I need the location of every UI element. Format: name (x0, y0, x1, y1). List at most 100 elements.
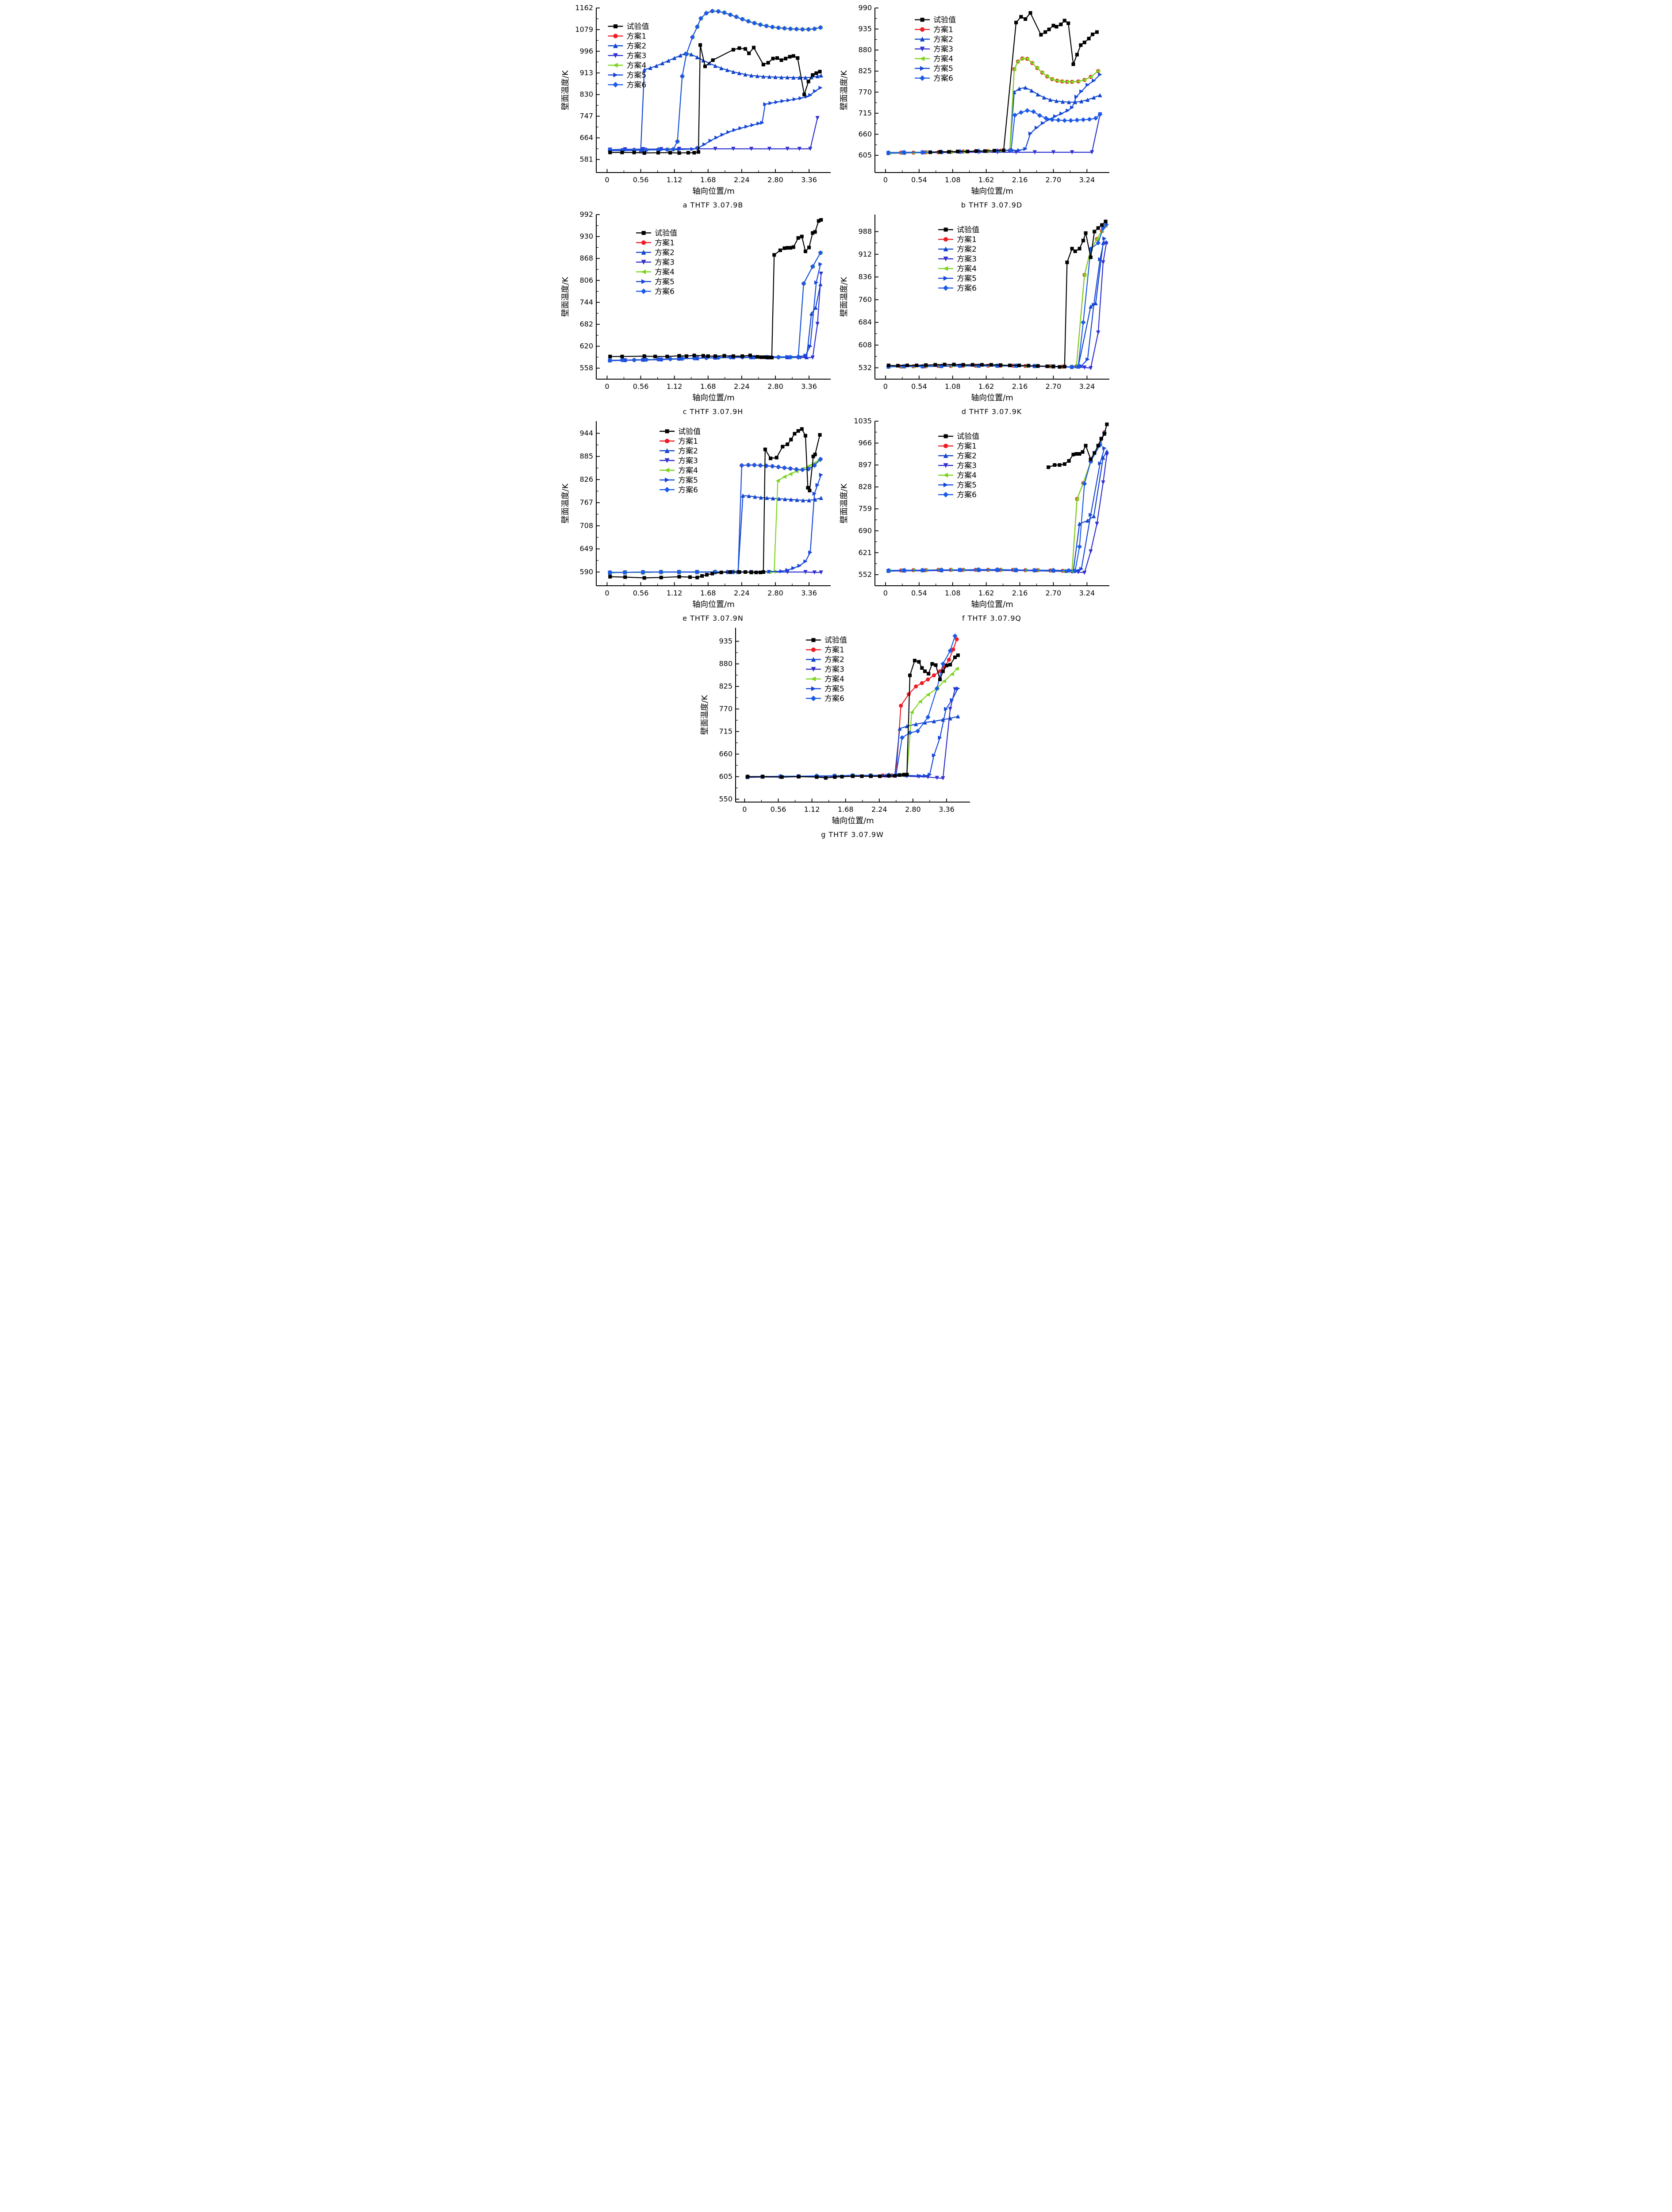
chart-f-thtf-3079q: 552 621 690 759 828 897 966 1035 0 0.54 1.08 1.62 2.… (836, 416, 1115, 622)
series-方案6 (886, 222, 1109, 369)
legend-label: 方案4 (627, 61, 647, 70)
y-tick-label: 996 (579, 47, 593, 55)
y-tick-label: 620 (579, 342, 593, 350)
y-tick-label: 621 (858, 548, 872, 557)
series-方案3 (886, 241, 1108, 370)
series-方案5 (886, 72, 1102, 155)
series-group (745, 633, 960, 781)
series-试验值 (1047, 422, 1109, 469)
x-tick-label: 1.12 (667, 176, 683, 184)
legend-label: 方案3 (957, 255, 977, 264)
x-axis-label: 轴向位置/m (971, 187, 1013, 196)
legend-label: 方案4 (957, 265, 977, 273)
x-tick-label: 0.54 (911, 382, 927, 391)
legend-label: 方案2 (957, 452, 977, 461)
series-group (886, 219, 1109, 370)
x-tick-label: 0 (742, 805, 747, 814)
y-axis-label: 壁面温度/K (561, 70, 570, 110)
x-tick-label: 0 (883, 589, 888, 597)
chart-canvas-e: 590 649 708 767 826 885 944 0 0.56 1.12 1.68 2.24 2.… (561, 421, 831, 609)
y-tick-label: 1162 (575, 4, 593, 12)
y-axis-label: 壁面温度/K (840, 276, 849, 317)
series-group (607, 8, 823, 155)
x-tick-label: 0.56 (633, 589, 649, 597)
x-tick-label: 0 (605, 176, 609, 184)
axes: 605 660 715 770 825 880 935 990 0 0.54 1.08 1.62 2.1… (858, 4, 1109, 184)
y-tick-label: 532 (858, 363, 872, 372)
series-方案4 (745, 667, 959, 780)
series-试验值 (886, 219, 1108, 369)
y-tick-label: 552 (858, 570, 872, 579)
legend-label: 方案6 (655, 287, 675, 296)
series-方案6 (607, 8, 823, 153)
x-tick-label: 3.24 (1079, 382, 1095, 391)
series-group (886, 422, 1109, 575)
y-tick-label: 605 (719, 772, 732, 781)
chart-caption-d: d THTF 3.07.9K (961, 407, 1022, 416)
x-tick-label: 0.56 (633, 382, 649, 391)
y-tick-label: 660 (858, 130, 872, 138)
y-tick-label: 660 (719, 750, 732, 758)
series-方案4 (608, 458, 821, 575)
axes: 550 605 660 715 770 825 880 935 0 0.56 1.12 1.68 2.2… (719, 628, 970, 814)
y-tick-label: 690 (858, 526, 872, 535)
chart-e-thtf-3079n: 590 649 708 767 826 885 944 0 0.56 1.12 1.68 2.24 2.… (557, 416, 836, 622)
x-tick-label: 2.70 (1046, 589, 1062, 597)
y-tick-label: 558 (579, 364, 593, 372)
figure-page: 581 664 747 830 913 996 1079 1162 0 0.56 1.12 1.68 2… (557, 0, 1115, 847)
legend-label: 方案3 (678, 457, 698, 465)
x-axis-label: 轴向位置/m (692, 600, 735, 609)
x-tick-label: 2.24 (871, 805, 887, 814)
x-tick-label: 2.70 (1046, 382, 1062, 391)
axes: 532 608 684 760 836 912 988 0 0.54 1.08 1.62 2.16 2.… (858, 215, 1109, 391)
y-tick-label: 684 (858, 318, 872, 326)
legend-label: 方案2 (957, 245, 977, 254)
legend-label: 方案3 (933, 45, 953, 54)
legend-label: 方案3 (824, 665, 844, 674)
legend-label: 方案1 (933, 26, 953, 35)
y-tick-label: 806 (579, 276, 593, 284)
legend-label: 方案6 (824, 695, 844, 703)
legend-label: 方案2 (627, 42, 647, 50)
legend-label: 方案1 (957, 235, 977, 244)
series-方案2 (608, 282, 823, 363)
chart-canvas-g: 550 605 660 715 770 825 880 935 0 0.56 1.12 1.68 2.2… (700, 628, 970, 826)
chart-canvas-d: 532 608 684 760 836 912 988 0 0.54 1.08 1.62 2.16 2.… (840, 215, 1109, 403)
chart-canvas-a: 581 664 747 830 913 996 1079 1162 0 0.56 1.12 1.68 2… (561, 4, 831, 196)
y-tick-label: 1035 (854, 417, 872, 425)
x-tick-label: 1.12 (667, 589, 683, 597)
series-方案6 (607, 250, 823, 363)
legend-label: 方案3 (627, 51, 647, 60)
legend-label: 试验值 (957, 226, 979, 234)
x-tick-label: 0 (883, 176, 888, 184)
legend-label: 方案3 (957, 461, 977, 470)
legend-label: 方案5 (957, 274, 977, 283)
y-tick-label: 767 (579, 498, 593, 507)
y-tick-label: 590 (579, 568, 593, 576)
y-tick-label: 826 (579, 475, 593, 484)
x-tick-label: 1.12 (804, 805, 820, 814)
y-tick-label: 988 (858, 227, 872, 235)
x-axis-label: 轴向位置/m (692, 393, 735, 403)
x-tick-label: 2.80 (767, 176, 783, 184)
y-tick-label: 550 (719, 795, 732, 803)
series-方案2 (608, 493, 823, 575)
series-方案4 (608, 250, 823, 363)
legend-label: 试验值 (957, 432, 979, 441)
series-group (607, 218, 823, 363)
series-方案6 (886, 430, 1107, 573)
y-tick-label: 836 (858, 273, 872, 281)
x-tick-label: 1.08 (945, 382, 961, 391)
legend-label: 试验值 (655, 229, 677, 238)
x-axis-label: 轴向位置/m (832, 816, 874, 826)
chart-b-thtf-3079d: 605 660 715 770 825 880 935 990 0 0.54 1.08 1.62 2.1… (836, 3, 1115, 209)
series-方案1 (886, 223, 1108, 369)
legend-label: 方案4 (655, 268, 675, 276)
y-tick-label: 649 (579, 545, 593, 553)
y-tick-label: 990 (858, 4, 872, 12)
y-tick-label: 912 (858, 250, 872, 258)
x-tick-label: 2.24 (734, 589, 750, 597)
